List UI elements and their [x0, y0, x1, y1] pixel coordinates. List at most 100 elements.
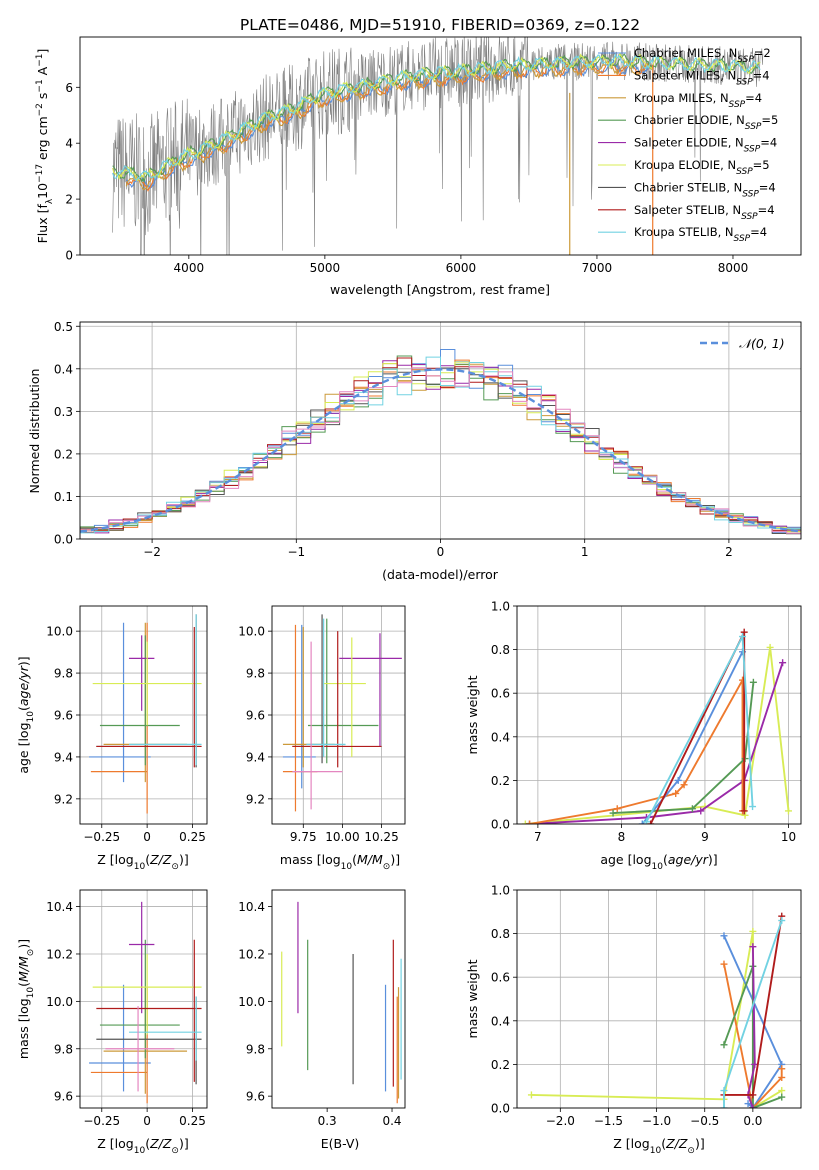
y-tick-label: 10.0: [238, 995, 265, 1009]
y-tick-label: 0.4: [491, 730, 510, 744]
errorbar-point: [292, 641, 343, 810]
x-tick-label: 1: [581, 545, 589, 559]
x-axis-label: (data-model)/error: [382, 567, 499, 582]
label-part: )]: [708, 852, 718, 867]
x-tick-label: 7000: [582, 261, 613, 275]
label-part: λ: [45, 198, 55, 204]
errorbar-point: [96, 626, 202, 768]
label-part: −1: [35, 54, 45, 67]
axes-frame: [79, 889, 208, 1109]
plus-marker: [784, 807, 792, 815]
plus-marker: [778, 917, 786, 925]
y-axis-label: Normed distribution: [27, 369, 42, 494]
errorbar-point: [96, 996, 202, 1085]
label-part: =4: [753, 68, 770, 82]
y-tick-label: 0.4: [54, 362, 73, 376]
panel-mass-vs-Z: −0.25 0 0.259.69.810.010.210.4Z [log10(Z/Z…: [16, 889, 208, 1156]
x-tick-label: −1: [287, 545, 305, 559]
legend-label: Chabrier ELODIE, NSSP=5: [634, 113, 778, 132]
y-tick-label: 9.8: [246, 667, 265, 681]
grid: [517, 605, 801, 825]
label-part: SSP: [729, 100, 746, 110]
label-part: 10: [35, 183, 50, 199]
y-tick-label: 0.1: [54, 490, 73, 504]
x-tick-label: 0.3: [318, 1114, 337, 1128]
plus-marker: [740, 628, 748, 636]
figure-title: PLATE=0486, MJD=51910, FIBERID=0369, z=0…: [240, 16, 640, 34]
label-part: 10: [26, 711, 36, 723]
y-tick-label: 9.4: [54, 750, 73, 764]
label-part: mass [log: [16, 998, 31, 1059]
label-part: (: [352, 852, 357, 867]
plot-area: [281, 901, 402, 1104]
label-part: Z/Z: [149, 1136, 172, 1151]
plus-marker: [688, 805, 696, 813]
errorbar-point: [339, 633, 402, 747]
y-tick-label: 10.4: [46, 900, 73, 914]
plus-marker: [720, 1104, 728, 1108]
errorbar-point: [89, 984, 151, 1092]
label-part: 10: [26, 987, 36, 999]
plus-marker: [778, 1093, 786, 1101]
plot-area: [527, 912, 786, 1108]
plus-marker: [638, 820, 646, 824]
panel-age-vs-Z: −0.25 0 0.259.29.49.69.810.0Z [log10(Z/Z⊙)…: [16, 605, 208, 872]
label-part: =4: [760, 136, 777, 150]
label-part: Flux [f: [35, 204, 50, 244]
x-tick-label: 8000: [718, 261, 749, 275]
frame: 4000 5000 6000 7000 8000 0 2 4 6 wavelength [Angs…: [35, 36, 802, 297]
mass-weight-series: [613, 682, 755, 815]
label-part: SSP: [742, 189, 759, 199]
errorbar-point: [105, 1006, 175, 1092]
plot-area: [80, 349, 801, 539]
legend-label: Kroupa ELODIE, NSSP=5: [634, 158, 770, 177]
y-tick-label: 9.8: [54, 1042, 73, 1056]
y-tick-label: 9.6: [246, 1090, 265, 1104]
label-part: SSP: [737, 55, 754, 65]
plus-marker: [766, 643, 774, 651]
x-tick-label: 0: [437, 545, 445, 559]
label-part: =4: [759, 180, 776, 194]
x-tick-label: −0.25: [83, 830, 120, 844]
y-tick-label: 10.0: [46, 625, 73, 639]
errorbar-point: [92, 641, 202, 726]
label-part: age/yr: [668, 852, 709, 867]
plus-marker: [741, 811, 749, 819]
x-tick-label: 0: [143, 830, 151, 844]
label-part: age [log: [600, 852, 651, 867]
label-part: Z [log: [613, 1136, 649, 1151]
model-spectrum: [125, 61, 652, 191]
y-tick-label: 0.2: [54, 447, 73, 461]
x-tick-label: 4000: [174, 261, 205, 275]
panel-massweight-vs-Z: −2.0 −1.5 −1.0 −0.5 0.0 0.0 0.2 0.4 0.6 0.8 1.0 Z […: [465, 884, 802, 1156]
x-tick-label: −2.0: [546, 1114, 575, 1128]
label-part: ⊙: [171, 862, 179, 872]
model-spectrum: [126, 59, 652, 189]
plus-marker: [642, 818, 650, 824]
x-tick-label: 0.4: [382, 1114, 401, 1128]
y-tick-label: 9.4: [246, 750, 265, 764]
plus-marker: [749, 803, 757, 811]
axes-frame: [516, 889, 802, 1109]
y-tick-label: 0.8: [491, 927, 510, 941]
label-part: Salpeter STELIB, N: [634, 203, 741, 217]
label-part: Chabrier ELODIE, N: [634, 113, 745, 127]
x-axis-label: mass [log10(M/M⊙)]: [280, 852, 400, 872]
legend-label: Chabrier STELIB, NSSP=4: [634, 180, 776, 199]
axes-frame: [516, 605, 802, 825]
x-tick-label: 2: [725, 545, 733, 559]
x-axis-label: Z [log10(Z/Z⊙)]: [97, 852, 188, 872]
errorbar-point: [292, 631, 382, 768]
plus-marker: [720, 1087, 728, 1095]
gaussian-curve: [80, 368, 801, 533]
label-part: age/yr: [16, 665, 31, 706]
y-tick-label: 0.6: [491, 971, 510, 985]
plus-marker: [609, 809, 617, 817]
plus-marker: [749, 1091, 757, 1099]
errorbar-point: [96, 939, 202, 1082]
errorbar-point: [90, 987, 148, 1104]
y-tick-label: 0: [65, 249, 73, 263]
